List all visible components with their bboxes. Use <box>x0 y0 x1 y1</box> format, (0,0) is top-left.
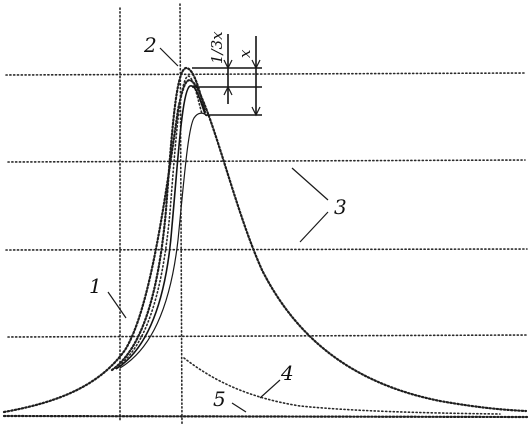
leader-3-lower <box>299 211 329 243</box>
leader-5 <box>231 402 247 413</box>
markers: 1 2 3 4 5 1/3x x <box>89 31 347 411</box>
dimension-third-x-arrow-up <box>223 59 233 70</box>
leader-lines <box>107 47 329 413</box>
marker-1-label: 1 <box>89 274 102 298</box>
leader-2 <box>159 47 179 67</box>
peak-band-shading <box>115 75 203 369</box>
marker-4-label: 4 <box>280 361 294 385</box>
marker-3-label: 3 <box>334 195 347 219</box>
dimension-x-arrow-down <box>251 106 261 117</box>
peak-band-outer <box>110 66 207 372</box>
gridline-h4 <box>7 334 528 338</box>
dimension-third-x-label: 1/3x <box>208 31 226 64</box>
horizontal-gridlines <box>5 72 528 338</box>
gridline-h3 <box>5 248 528 251</box>
marker-5-label: 5 <box>213 387 226 411</box>
peak-band-lower <box>119 112 208 369</box>
leader-3-upper <box>291 167 329 201</box>
marker-2-label: 2 <box>143 33 157 57</box>
leader-4 <box>259 379 281 399</box>
dimension-x-arrow-up <box>251 59 261 70</box>
gridline-h1 <box>5 72 526 76</box>
baseline <box>2 414 529 419</box>
leader-1 <box>107 291 127 319</box>
dimension-third-x-arrow-down <box>223 85 233 96</box>
dimension-marks <box>192 34 262 117</box>
peak-band-inner <box>115 85 206 370</box>
dimension-x-label: x <box>236 49 254 58</box>
wide-peak-curve <box>2 79 528 414</box>
gridline-h2 <box>7 159 526 163</box>
secondary-curve <box>183 357 501 415</box>
